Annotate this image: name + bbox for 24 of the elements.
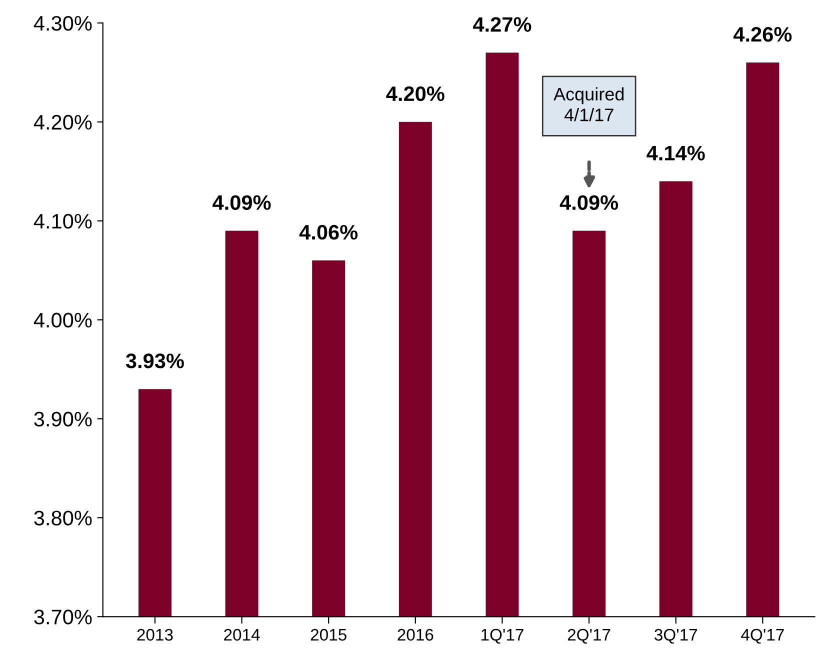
y-tick-label: 3.80% [34,510,92,526]
y-tick-label: 3.70% [34,610,92,624]
x-tick-label: 2015 [310,628,346,641]
y-tick-label: 4.10% [34,214,92,229]
y-tick-label: 3.90% [34,412,92,426]
x-tick-label: 1Q'17 [482,628,524,644]
x-tick-label: 2Q'17 [568,628,610,644]
x-tick-label: 2013 [137,628,173,641]
x-tick-label: 4Q'17 [741,628,784,644]
data-label: 4.14% [646,146,705,160]
data-label: 4.26% [733,27,792,42]
x-tick-label: 2016 [398,628,434,641]
y-tick-label: 4.20% [34,114,92,130]
x-tick-label: 2014 [224,628,260,641]
data-label: 4.09% [560,195,618,210]
data-label: 4.20% [386,86,444,102]
data-label: 3.93% [126,354,184,368]
data-label: 4.06% [299,224,358,240]
x-tick-label: 3Q'17 [654,628,698,644]
data-label: 4.27% [473,17,532,32]
annotation: Acquired 4/1/17 [554,87,624,122]
y-tick-label: 4.00% [34,312,92,328]
y-tick-label: 4.30% [34,16,92,31]
data-label: 4.09% [212,195,271,210]
